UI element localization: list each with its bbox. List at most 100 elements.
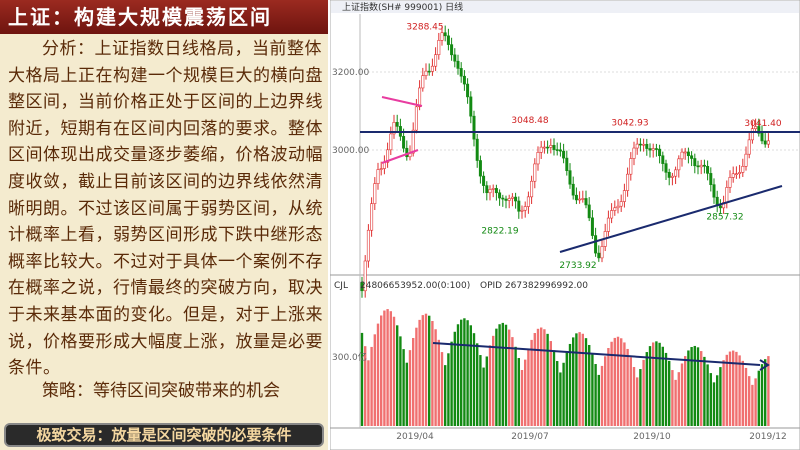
candle-body — [600, 246, 604, 259]
footer-banner: 极致交易：放量是区间突破的必要条件 — [4, 423, 324, 447]
candle-body — [744, 153, 748, 167]
volume-bar — [732, 350, 735, 426]
candle-body — [712, 184, 716, 198]
candle-body — [571, 183, 575, 196]
candle-body — [766, 140, 770, 145]
volume-bar — [549, 341, 552, 426]
volume-bar — [437, 339, 440, 426]
volume-bar — [440, 352, 444, 426]
volume-bar — [520, 369, 524, 426]
candle-body — [645, 143, 649, 149]
candle-body — [629, 158, 633, 175]
candle-body — [654, 148, 658, 150]
candle-body — [670, 175, 674, 178]
volume-bar — [671, 370, 674, 426]
candle-body — [610, 210, 614, 219]
volume-bar — [741, 360, 744, 426]
candle-body — [750, 128, 754, 141]
volume-bar — [597, 374, 600, 426]
volume-bar — [568, 343, 572, 426]
date-label: 2019/07 — [511, 432, 548, 442]
volume-bar — [540, 327, 543, 426]
volume-bar — [530, 339, 533, 426]
candle-body — [379, 168, 383, 170]
candle-body — [584, 198, 588, 206]
candle-body — [594, 235, 598, 254]
candle-body — [510, 196, 514, 199]
volume-bar — [600, 365, 604, 426]
volume-bar — [485, 356, 488, 426]
volume-bar — [607, 348, 610, 426]
volume-bar — [476, 343, 479, 426]
volume-bar — [431, 321, 434, 426]
candle-body — [565, 157, 569, 171]
candle-body — [366, 229, 370, 262]
candle-body — [405, 147, 409, 158]
candle-body — [734, 173, 738, 176]
candle-body — [578, 198, 582, 201]
candle-body — [427, 70, 431, 73]
stock-chart: 上证指数(SH# 999001) 日线 3200.00 3000.00 3288.4… — [330, 0, 800, 450]
candle-body — [606, 217, 610, 232]
volume-bar — [396, 325, 399, 426]
volume-bar — [680, 363, 684, 426]
candle-body — [651, 148, 655, 151]
candle-body — [677, 158, 681, 171]
volume-bar — [508, 329, 511, 426]
candle-body — [626, 173, 630, 191]
candle-body — [581, 198, 585, 200]
volume-bar — [674, 379, 677, 426]
triangle-line — [381, 149, 419, 164]
chart-header: 上证指数(SH# 999001) 日线 — [342, 1, 463, 13]
candle-body — [430, 65, 434, 72]
candle-body — [482, 175, 486, 186]
panel-title: 上证：构建大规模震荡区间 — [0, 0, 328, 34]
volume-bar — [572, 337, 575, 426]
candle-body — [530, 180, 534, 198]
volume-bar — [376, 323, 380, 426]
candle-body — [539, 146, 543, 153]
volume-bar — [703, 356, 706, 426]
volume-bar — [469, 325, 472, 426]
volume-bar — [712, 382, 716, 426]
volume-bar — [760, 364, 764, 426]
price-tick-label: 3000.00 — [332, 146, 369, 156]
candle-body — [661, 155, 665, 164]
candle-body — [667, 172, 671, 178]
volume-bar — [735, 351, 738, 426]
volume-bar — [498, 324, 501, 426]
volume-bar — [460, 319, 463, 426]
candle-body — [622, 190, 626, 202]
price-annotation: 3041.40 — [744, 119, 781, 129]
strategy-text: 策略：等待区间突破带来的机会 — [42, 381, 280, 401]
candle-body — [587, 204, 591, 219]
candle-body — [686, 151, 690, 157]
volume-bar — [613, 337, 616, 426]
candle-body — [680, 151, 684, 160]
volume-value: 24806653952.00(0:100) — [360, 281, 470, 291]
candle-body — [568, 170, 572, 185]
candle-body — [590, 217, 594, 236]
candle-body — [747, 139, 751, 155]
volume-bar — [424, 313, 428, 426]
candle-body — [517, 200, 521, 212]
volume-bar — [562, 362, 565, 426]
price-annotation: 2733.92 — [559, 261, 596, 271]
volume-bar — [511, 337, 514, 426]
candle-body — [574, 194, 578, 201]
candle-body — [523, 206, 527, 211]
volume-bar — [408, 350, 412, 426]
volume-bar — [447, 353, 450, 426]
volume-bar — [610, 341, 613, 426]
volume-bar — [744, 367, 748, 426]
volume-bar — [383, 310, 386, 426]
volume-bar — [584, 338, 588, 426]
candle-body — [738, 172, 742, 175]
volume-bar — [709, 373, 712, 426]
volume-bar — [604, 356, 607, 426]
volume-bar — [620, 338, 623, 426]
volume-bar — [492, 335, 495, 426]
volume-bar — [472, 333, 476, 426]
volume-bar — [412, 338, 415, 426]
